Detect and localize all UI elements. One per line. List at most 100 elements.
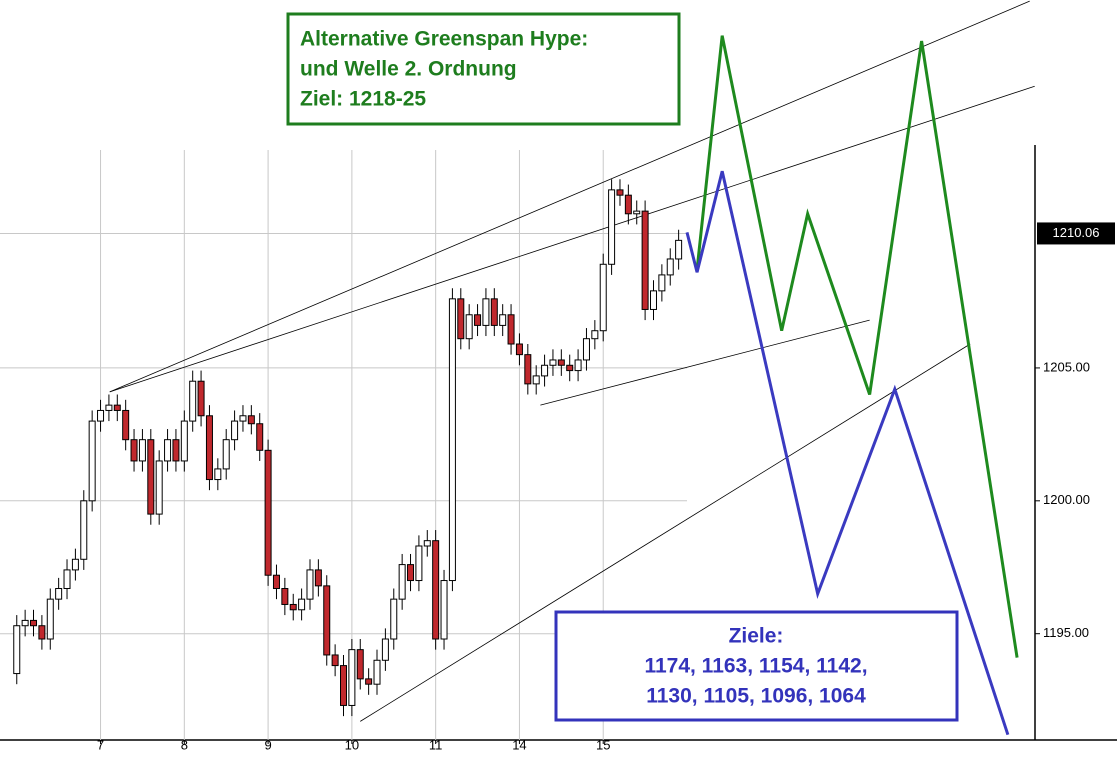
annotation-text: Alternative Greenspan Hype: (300, 28, 588, 51)
candle-body (507, 314, 515, 345)
candle-body (482, 298, 490, 326)
candle-body (666, 258, 674, 276)
candle-body (113, 404, 121, 411)
candle-body (591, 330, 599, 340)
candle-body (373, 659, 381, 685)
candle-body (306, 569, 314, 600)
annotation-text: 1130, 1105, 1096, 1064 (646, 685, 866, 708)
annotation-text: und Welle 2. Ordnung (300, 58, 517, 81)
candle-body (365, 678, 373, 685)
candle-body (499, 314, 507, 326)
candle-body (616, 189, 624, 196)
candle-body (55, 588, 63, 600)
candle-body (231, 420, 239, 441)
candle-body (214, 468, 222, 481)
annotation-box (286, 12, 681, 126)
x-tick-label: 8 (181, 737, 188, 752)
candle-body (658, 274, 666, 292)
candle-body (549, 359, 557, 366)
candle-body (398, 564, 406, 600)
candle-body (624, 194, 632, 215)
candle-body (557, 359, 565, 366)
annotation-text: Ziel: 1218-25 (300, 88, 426, 111)
candle-body (608, 189, 616, 265)
candle-body (532, 375, 540, 385)
candle-body (63, 569, 71, 590)
candle-body (440, 580, 448, 640)
trendline (540, 319, 870, 406)
candle-body (80, 500, 88, 560)
annotation-text: 1174, 1163, 1154, 1142, (644, 655, 867, 678)
candle-body (432, 540, 440, 640)
candle-body (105, 404, 113, 411)
candle-body (649, 290, 657, 310)
candle-body (130, 439, 138, 462)
candle-body (264, 449, 272, 576)
candle-body (675, 239, 683, 260)
candle-body (147, 439, 155, 515)
y-tick-label: 1195.00 (1043, 625, 1089, 640)
candle-body (331, 654, 339, 667)
x-tick-label: 15 (596, 737, 610, 752)
candle-body (457, 298, 465, 340)
candle-body (323, 585, 331, 656)
candle-body (138, 439, 146, 462)
candle-body (582, 338, 590, 361)
candle-body (122, 409, 130, 441)
candle-body (197, 380, 205, 417)
trendline (109, 85, 1035, 393)
candle-body (314, 569, 322, 587)
candle-body (247, 415, 255, 425)
candle-body (641, 210, 649, 310)
candle-body (474, 314, 482, 326)
projection-line (685, 170, 1010, 736)
candle-body (256, 423, 264, 451)
candle-body (155, 460, 163, 515)
candle-body (239, 415, 247, 422)
candle-body (448, 298, 456, 582)
candle-body (407, 564, 415, 582)
candle-body (574, 359, 582, 372)
candle-body (490, 298, 498, 326)
candle-body (205, 415, 213, 481)
candle-body (38, 625, 46, 640)
x-tick-label: 7 (97, 737, 104, 752)
candle-body (46, 598, 54, 640)
candle-body (13, 625, 21, 675)
candle-body (30, 619, 38, 627)
candle-body (189, 380, 197, 422)
candle-body (180, 420, 188, 462)
candle-body (88, 420, 96, 502)
candle-body (515, 343, 523, 356)
candle-body (281, 588, 289, 605)
candle-body (465, 314, 473, 340)
candle-body (289, 603, 297, 611)
candle-body (21, 619, 29, 627)
candle-body (71, 558, 79, 571)
price-marker (1037, 222, 1115, 245)
candle-body (340, 665, 347, 706)
candle-body (298, 598, 306, 611)
candle-body (381, 638, 389, 661)
candle-body (524, 354, 532, 385)
candle-body (599, 263, 607, 332)
trendline (109, 0, 1030, 393)
candle-body (415, 545, 423, 582)
candle-body (222, 439, 230, 470)
candle-body (566, 364, 574, 372)
y-tick-label: 1200.00 (1043, 492, 1090, 507)
trendline (360, 343, 971, 722)
candle-body (97, 409, 105, 422)
x-tick-label: 11 (429, 737, 443, 752)
candle-body (633, 210, 641, 215)
x-tick-label: 9 (264, 737, 271, 752)
annotation-box (554, 610, 959, 722)
candle-body (541, 364, 549, 377)
x-tick-label: 10 (345, 737, 359, 752)
candle-body (172, 439, 180, 462)
candle-body (356, 649, 364, 680)
y-tick-label: 1205.00 (1043, 359, 1090, 374)
projection-line (695, 35, 1019, 658)
candle-body (272, 574, 280, 590)
